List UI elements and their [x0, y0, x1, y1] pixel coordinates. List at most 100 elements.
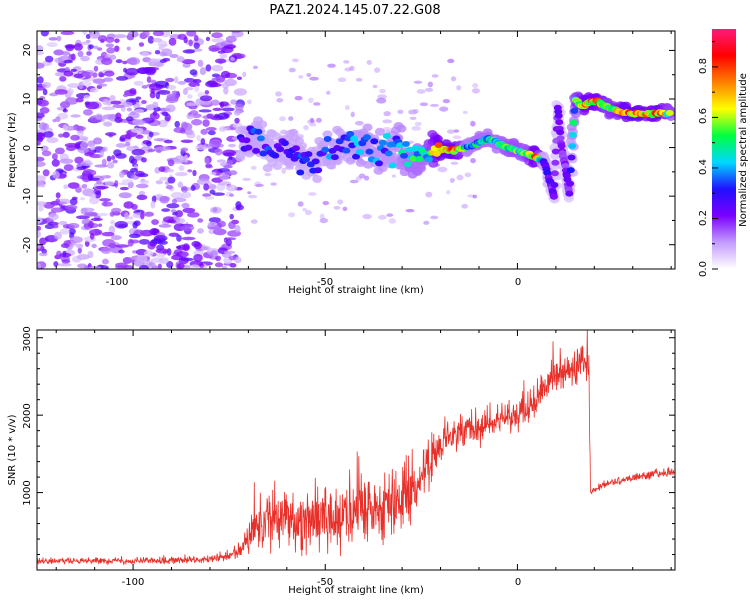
heatmap-noise-blob [58, 221, 68, 226]
heatmap-ridge-point [365, 148, 374, 155]
heatmap-faint-blob [470, 120, 476, 127]
heatmap-noise-blob [77, 147, 89, 154]
heatmap-faint-blob [337, 199, 344, 205]
heatmap-noise-blob [118, 192, 132, 199]
heatmap-noise-blob [198, 109, 212, 113]
heatmap-noise-blob [42, 81, 51, 89]
heatmap-faint-blob [430, 215, 439, 220]
heatmap-faint-blob [322, 201, 330, 206]
heatmap-faint-blob [275, 91, 282, 97]
heatmap-noise-blob [147, 35, 154, 44]
heatmap-noise-blob [150, 88, 155, 94]
heatmap-noise-blob [138, 238, 150, 245]
heatmap-faint-blob [247, 191, 252, 195]
heatmap-noise-blob [38, 205, 44, 212]
heatmap-faint-blob [276, 98, 284, 103]
heatmap-faint-blob [471, 88, 480, 94]
heatmap-noise-blob [60, 228, 70, 235]
heatmap-noise-blob [212, 192, 225, 196]
heatmap-noise-blob [166, 203, 180, 209]
heatmap-noise-blob [67, 222, 80, 229]
heatmap-noise-blob [171, 90, 178, 95]
heatmap-noise-blob [225, 238, 232, 247]
heatmap-ridge-point [296, 169, 305, 176]
heatmap-faint-blob [450, 76, 457, 82]
heatmap-noise-blob [134, 170, 145, 177]
colorbar-tick-0: 0.0 [698, 261, 709, 277]
heatmap-faint-blob [447, 58, 455, 64]
heatmap-ridge-point [665, 109, 674, 116]
heatmap-noise-blob [139, 179, 150, 185]
heatmap-noise-blob [210, 99, 220, 106]
heatmap-noise-blob [114, 45, 120, 52]
heatmap-noise-blob [167, 159, 175, 167]
heatmap-noise-blob [93, 65, 99, 72]
heatmap-noise-blob [73, 43, 83, 51]
heatmap-halo-blob [432, 134, 443, 143]
heatmap-noise-blob [136, 194, 148, 201]
heatmap-noise-blob [128, 233, 141, 239]
heatmap-noise-blob [210, 47, 223, 51]
bottom-ytick-label-3000: 3000 [22, 326, 33, 351]
heatmap-faint-blob [377, 214, 387, 220]
top-xtick-label-2: 0 [515, 277, 521, 288]
heatmap-noise-blob [197, 218, 204, 223]
heatmap-noise-blob [193, 42, 200, 49]
heatmap-noise-blob [215, 255, 221, 262]
heatmap-noise-blob [207, 221, 218, 226]
heatmap-noise-blob [108, 225, 116, 234]
heatmap-noise-blob [219, 53, 228, 59]
heatmap-noise-blob [142, 31, 150, 38]
heatmap-ridge-point [568, 143, 577, 150]
heatmap-faint-blob [405, 208, 415, 213]
heatmap-faint-blob [397, 109, 404, 115]
heatmap-noise-blob [83, 94, 90, 100]
heatmap-noise-blob [216, 220, 226, 228]
heatmap-ridge-point [363, 134, 372, 141]
heatmap-noise-blob [81, 72, 95, 77]
heatmap-faint-blob [309, 117, 315, 123]
heatmap-noise-blob [225, 35, 237, 43]
heatmap-noise-blob [103, 200, 108, 207]
bottom-xtick-label-1: -50 [317, 577, 333, 588]
heatmap-faint-blob [292, 58, 299, 63]
heatmap-noise-blob [193, 34, 199, 42]
heatmap-noise-blob [39, 106, 50, 114]
heatmap-faint-blob [326, 90, 331, 95]
heatmap-noise-blob [176, 56, 185, 63]
heatmap-noise-blob [104, 70, 115, 77]
heatmap-noise-blob [122, 60, 128, 65]
heatmap-noise-blob [181, 191, 192, 199]
heatmap-noise-blob [155, 253, 166, 258]
heatmap-noise-blob [206, 145, 213, 149]
heatmap-ridge-point [276, 146, 285, 153]
top-xtick-label-0: -100 [106, 277, 129, 288]
heatmap-noise-blob [228, 170, 238, 176]
heatmap-noise-blob [216, 159, 226, 163]
heatmap-ridge-point [555, 119, 564, 126]
heatmap-noise-blob [95, 113, 103, 120]
heatmap-noise-blob [186, 102, 197, 107]
heatmap-noise-blob [207, 130, 216, 136]
heatmap-faint-blob [297, 201, 304, 207]
heatmap-noise-blob [150, 200, 156, 209]
heatmap-noise-blob [115, 59, 123, 64]
heatmap-noise-blob [205, 127, 217, 131]
heatmap-faint-blob [409, 116, 417, 120]
heatmap-noise-blob [155, 248, 169, 254]
heatmap-noise-blob [115, 153, 127, 159]
heatmap-noise-blob [83, 109, 93, 116]
heatmap-noise-blob [89, 232, 95, 240]
heatmap-noise-blob [38, 252, 48, 257]
heatmap-noise-blob [190, 264, 200, 269]
heatmap-noise-blob [202, 193, 212, 197]
colorbar-tick-4: 0.8 [698, 58, 709, 74]
heatmap-faint-blob [462, 110, 468, 114]
heatmap-faint-blob [288, 67, 296, 73]
heatmap-noise-blob [121, 179, 134, 183]
heatmap-noise-blob [143, 250, 154, 257]
heatmap-noise-blob [125, 116, 134, 122]
heatmap-noise-blob [105, 36, 115, 43]
heatmap-noise-blob [171, 198, 177, 205]
heatmap-noise-blob [154, 50, 161, 55]
